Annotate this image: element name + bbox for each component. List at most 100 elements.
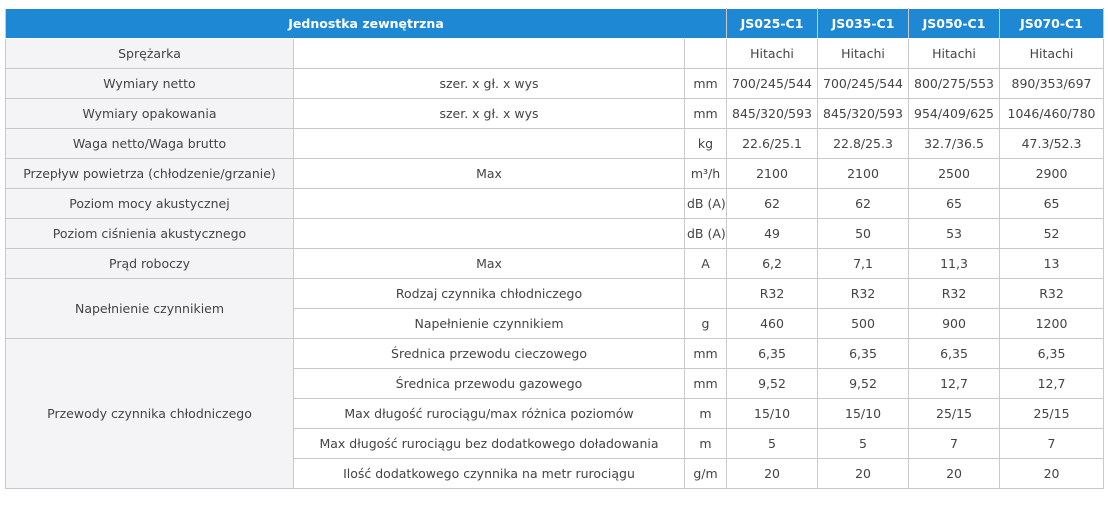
unit-cell: m — [683, 428, 728, 459]
unit-cell — [683, 38, 728, 69]
value-cell: Hitachi — [726, 38, 819, 69]
value-cell: 65 — [999, 188, 1105, 219]
table-row: Poziom ciśnienia akustycznego dB (A) 49 50 5… — [5, 218, 1105, 249]
value-cell: 47.3/52.3 — [999, 128, 1105, 159]
value-cell: 2500 — [908, 158, 1001, 189]
row-label: Wymiary netto — [5, 68, 294, 99]
value-cell: 13 — [999, 248, 1105, 279]
unit-cell — [683, 278, 728, 309]
value-cell: 6,35 — [817, 338, 910, 369]
value-cell: 2900 — [999, 158, 1105, 189]
value-cell: 1200 — [999, 308, 1105, 339]
value-cell: 15/10 — [726, 398, 819, 429]
value-cell: 9,52 — [726, 368, 819, 399]
row-label: Prąd roboczy — [5, 248, 294, 279]
table-row: Przewody czynnika chłodniczego Średnica p… — [5, 338, 1105, 489]
spec-table: Jednostka zewnętrzna JS025-C1 JS035-C1 JS0… — [4, 8, 1105, 489]
table-row: Prąd roboczy Max A 6,2 7,1 11,3 13 — [5, 248, 1105, 279]
value-cell: 20 — [726, 458, 819, 489]
value-cell: Hitachi — [908, 38, 1001, 69]
detail-cell — [293, 218, 685, 249]
table-body: Sprężarka Hitachi Hitachi Hitachi Hitachi Wym… — [5, 38, 1105, 489]
detail-cell: Max — [293, 248, 685, 279]
detail-cell: Max długość rurociągu/max różnica poziom… — [293, 398, 685, 429]
model-header: JS025-C1 — [726, 8, 819, 39]
value-cell: 12,7 — [999, 368, 1105, 399]
value-cell: 50 — [817, 218, 910, 249]
value-cell: 954/409/625 — [908, 98, 1001, 129]
table-row: Średnica przewodu gazowego mm 9,52 9,52 12,7… — [6, 368, 1105, 399]
unit-cell: m — [683, 398, 728, 429]
detail-cell: Max długość rurociągu bez dodatkowego do… — [293, 428, 685, 459]
table-row: Przepływ powietrza (chłodzenie/grzanie) M… — [5, 158, 1105, 189]
row-label: Napełnienie czynnikiem — [5, 278, 294, 339]
value-cell: 15/10 — [817, 398, 910, 429]
model-header: JS035-C1 — [817, 8, 910, 39]
value-cell: 7 — [908, 428, 1001, 459]
unit-cell: dB (A) — [683, 188, 728, 219]
value-cell: 890/353/697 — [999, 68, 1105, 99]
value-cell: 6,2 — [726, 248, 819, 279]
value-cell: 65 — [908, 188, 1001, 219]
value-cell: 1046/460/780 — [999, 98, 1105, 129]
value-cell: R32 — [817, 278, 910, 309]
value-cell: 53 — [908, 218, 1001, 249]
table-row: Napełnienie czynnikiem g 460 500 900 1200 — [6, 308, 1105, 339]
detail-cell — [293, 38, 685, 69]
value-cell: 20 — [817, 458, 910, 489]
unit-cell: g — [683, 308, 728, 339]
value-cell: 500 — [817, 308, 910, 339]
value-cell: 9,52 — [817, 368, 910, 399]
unit-cell: mm — [683, 338, 728, 369]
value-cell: 49 — [726, 218, 819, 249]
detail-cell: Rodzaj czynnika chłodniczego — [293, 278, 685, 309]
value-cell: 22.6/25.1 — [726, 128, 819, 159]
value-cell: 460 — [726, 308, 819, 339]
detail-cell: szer. x gł. x wys — [293, 98, 685, 129]
row-label: Poziom ciśnienia akustycznego — [5, 218, 294, 249]
detail-cell: Max — [293, 158, 685, 189]
value-cell: 6,35 — [999, 338, 1105, 369]
detail-cell: Napełnienie czynnikiem — [293, 308, 685, 339]
value-cell: 25/15 — [908, 398, 1001, 429]
row-label: Poziom mocy akustycznej — [5, 188, 294, 219]
unit-cell: mm — [683, 68, 728, 99]
value-cell: 6,35 — [726, 338, 819, 369]
unit-cell: kg — [683, 128, 728, 159]
header-row: Jednostka zewnętrzna JS025-C1 JS035-C1 JS0… — [4, 8, 1105, 39]
table-row: Wymiary netto szer. x gł. x wys mm 700/245/… — [5, 68, 1105, 99]
unit-cell: m³/h — [683, 158, 728, 189]
value-cell: 900 — [908, 308, 1001, 339]
table-row: Napełnienie czynnikiem Rodzaj czynnika ch… — [5, 278, 1105, 339]
value-cell: Hitachi — [999, 38, 1105, 69]
value-cell: 62 — [817, 188, 910, 219]
detail-cell — [293, 188, 685, 219]
table-row: Sprężarka Hitachi Hitachi Hitachi Hitachi — [5, 38, 1105, 69]
value-cell: 32.7/36.5 — [908, 128, 1001, 159]
value-cell: 5 — [726, 428, 819, 459]
value-cell: 5 — [817, 428, 910, 459]
value-cell: 12,7 — [908, 368, 1001, 399]
model-header: JS050-C1 — [908, 8, 1001, 39]
row-label: Wymiary opakowania — [5, 98, 294, 129]
value-cell: 20 — [999, 458, 1105, 489]
detail-cell: Ilość dodatkowego czynnika na metr ruroc… — [293, 458, 685, 489]
detail-cell: Średnica przewodu gazowego — [293, 368, 685, 399]
value-cell: 845/320/593 — [726, 98, 819, 129]
value-cell: 20 — [908, 458, 1001, 489]
unit-cell: mm — [683, 368, 728, 399]
row-label: Waga netto/Waga brutto — [5, 128, 294, 159]
unit-cell: dB (A) — [683, 218, 728, 249]
value-cell: 845/320/593 — [817, 98, 910, 129]
value-cell: 11,3 — [908, 248, 1001, 279]
value-cell: Hitachi — [817, 38, 910, 69]
value-cell: 700/245/544 — [817, 68, 910, 99]
unit-cell: A — [683, 248, 728, 279]
value-cell: R32 — [726, 278, 819, 309]
value-cell: 7,1 — [817, 248, 910, 279]
value-cell: 52 — [999, 218, 1105, 249]
table-row: Poziom mocy akustycznej dB (A) 62 62 65 65 — [5, 188, 1105, 219]
detail-cell — [293, 128, 685, 159]
row-label: Przewody czynnika chłodniczego — [5, 338, 294, 489]
